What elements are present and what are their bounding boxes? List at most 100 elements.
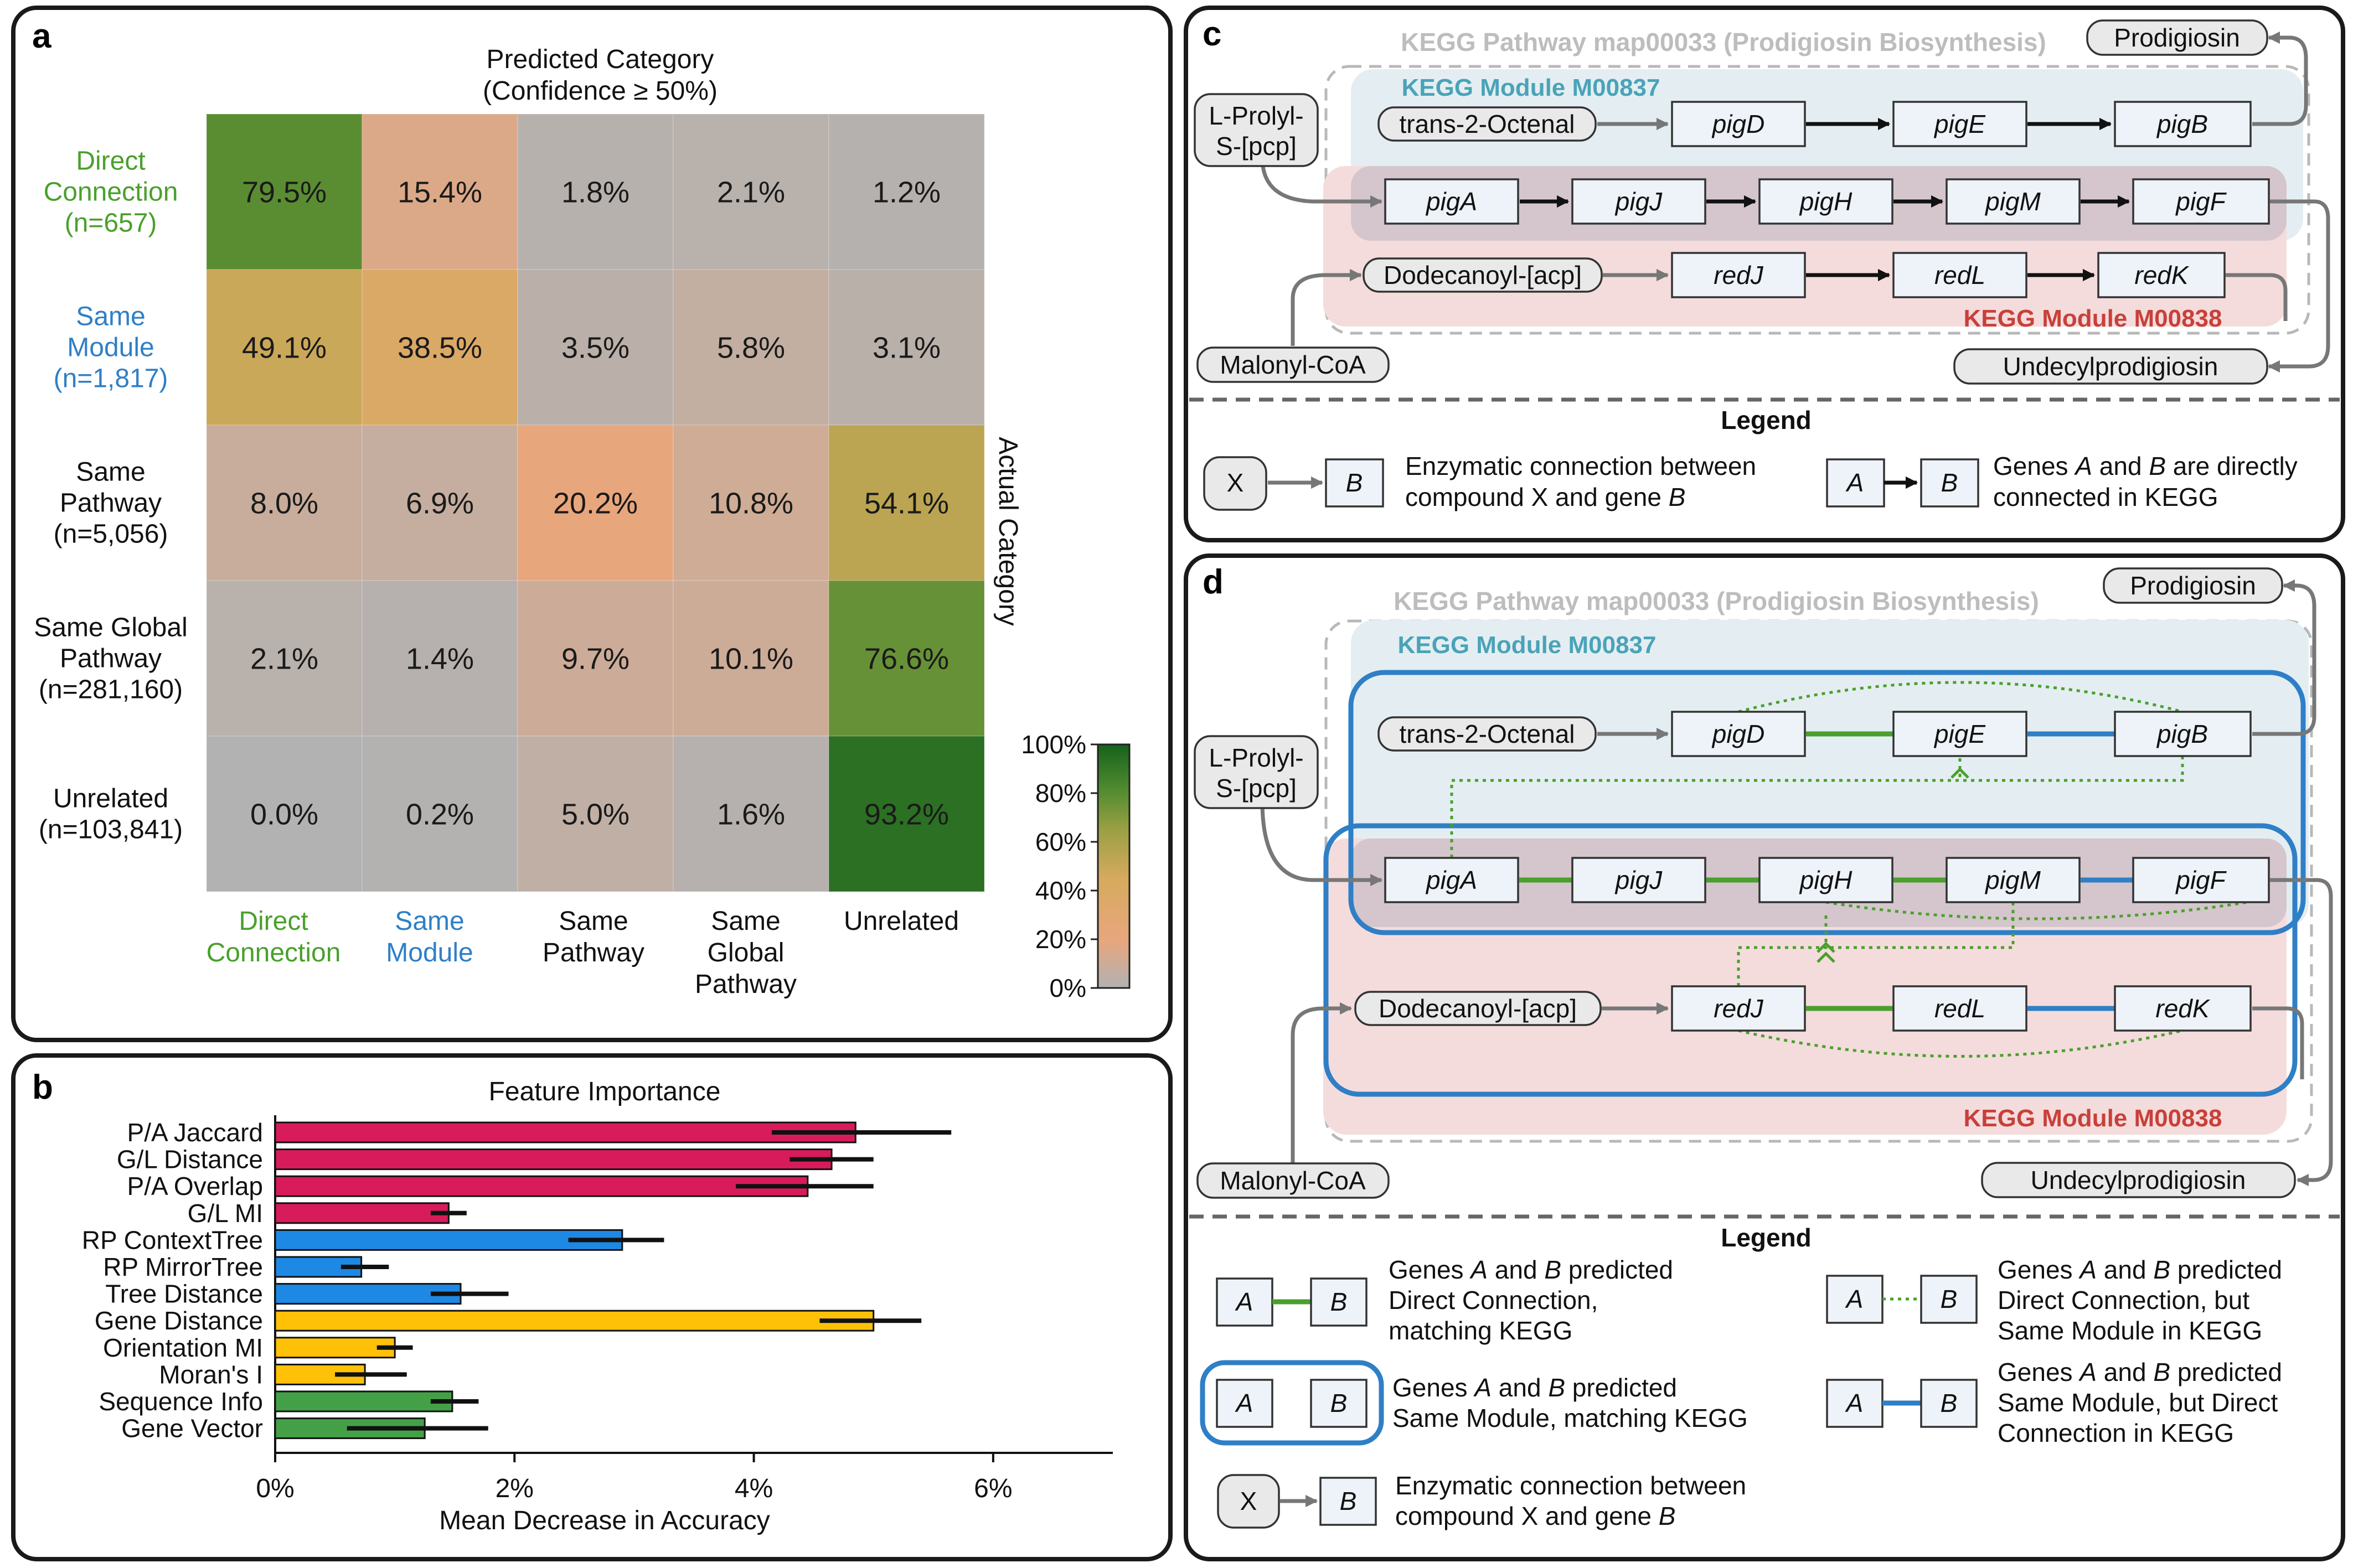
bar [274,1337,396,1359]
d-gene-pigM: pigM [1984,866,2041,894]
heatmap-cell [362,580,518,737]
c-edge-malonyl-dodecanoyl [1291,268,1363,346]
heatmap-cell-label: 10.8% [709,487,793,520]
heatmap-cell-label: 5.8% [717,332,785,365]
d-gene-pigF-box [2132,857,2270,903]
c-gene-pigM: pigM [1984,187,2041,216]
heatmap-cell [362,269,518,426]
c-legend-direct-line2: connected in KEGG [1993,483,2218,511]
heatmap-cell-label: 93.2% [864,798,949,831]
svg-text:Enzymatic connection between: Enzymatic connection between [1395,1471,1746,1500]
heatmap-col-label: Pathway [695,970,797,999]
c-gene-pigB: pigB [2156,110,2208,138]
heatmap-cell-label: 0.0% [250,798,318,831]
c-legend-a: A [1845,468,1864,497]
heatmap-cell-label: 0.2% [406,798,474,831]
svg-text:X: X [1240,1487,1257,1515]
d-compound-prodigiosin-label: Prodigiosin [2130,571,2256,600]
svg-text:Direct Connection, but: Direct Connection, but [1998,1286,2249,1315]
c-legend-b-box [1325,458,1384,508]
c-compound-undecyl [1953,348,2268,385]
heatmap-cell [517,736,674,892]
colorbar-tick-label: 80% [1035,779,1086,808]
heatmap-cell-label: 1.6% [717,798,785,831]
heatmap-row-label: Same Global [34,613,187,643]
heatmap-row-label: Same [76,458,145,487]
heatmap-cell-label: 38.5% [398,332,482,365]
d-gene-pigH-box [1758,857,1893,903]
bar-category-label: RP ContextTree [82,1225,263,1254]
d-compound-octenal [1377,716,1597,752]
heatmap-cell [828,269,985,426]
bar-x-tick-label: 0% [256,1474,294,1503]
d-edge-pigB-prodigiosin [2252,579,2316,736]
c-gene-redK: redK [2134,261,2189,289]
heatmap-cell-label: 1.2% [873,176,941,209]
heatmap-col-label: Module [386,938,473,967]
d-legend-item-direct-same-module: A B Genes A and B predicted Direct Conne… [1826,1255,2282,1345]
d-chevron-3 [1817,951,1835,963]
svg-text:B: B [1941,1285,1958,1313]
heatmap-row-label: (n=1,817) [54,364,168,394]
d-gene-pigA-box [1384,857,1519,903]
heatmap-cell-label: 54.1% [864,487,949,520]
heatmap-cell [828,580,985,737]
d-compound-dodecanoyl-label: Dodecanoyl-[acp] [1379,994,1577,1023]
svg-text:A: A [1235,1389,1253,1417]
bar-x-tick-label: 4% [735,1474,773,1503]
heatmap-col-label: Connection [207,938,341,967]
d-legend-item-direct-match: A B Genes A and B predicted Direct Conne… [1216,1255,1673,1345]
svg-text:A: A [1845,1389,1864,1417]
heatmap-cell-label: 3.5% [561,332,629,365]
bar-chart-title: Feature Importance [489,1077,721,1106]
heatmap-row-label: (n=281,160) [39,675,183,705]
heatmap-col-label: Unrelated [844,907,959,936]
c-compound-malonyl [1196,346,1390,383]
c-compound-prolyl-line1: L-Prolyl- [1209,101,1303,130]
c-gene-pigH-box [1758,178,1893,225]
heatmap-cell-label: 10.1% [709,643,793,676]
d-compound-malonyl [1196,1162,1390,1199]
bar [274,1390,453,1412]
bar-x-tick-label: 2% [496,1474,534,1503]
svg-text:Same Module, matching KEGG: Same Module, matching KEGG [1392,1404,1748,1432]
d-legend-item-same-module-direct: A B Genes A and B predicted Same Module,… [1826,1358,2282,1447]
heatmap-col-label: Same [711,907,780,936]
c-gene-pigA: pigA [1425,187,1477,216]
heatmap-col-label: Direct [239,907,308,936]
c-legend-enz-line1: Enzymatic connection between [1405,452,1756,480]
d-gene-pigB: pigB [2156,720,2208,748]
c-gene-pigH: pigH [1799,187,1853,216]
c-legend-x: X [1227,468,1244,497]
c-gene-pigF-box [2132,178,2270,225]
svg-text:Same Module in KEGG: Same Module in KEGG [1998,1316,2262,1345]
bar [274,1229,623,1251]
d-compound-octenal-label: trans-2-Octenal [1399,720,1575,748]
c-edge-prolyl-pigA [1260,157,1383,208]
c-compound-malonyl-label: Malonyl-CoA [1220,350,1366,379]
c-gene-pigD: pigD [1711,110,1765,138]
panel-d-label: d [1203,563,1224,601]
d-compound-prodigiosin [2103,567,2283,604]
d-edge-malonyl-dodecanoyl [1291,1002,1353,1163]
heatmap-cell [206,113,363,270]
heatmap-row-label: Unrelated [53,784,168,814]
c-gene-pigJ-box [1571,178,1706,225]
bar-category-label: G/L Distance [117,1145,263,1174]
d-gene-pigE-box [1892,711,2027,757]
d-module-m00838-label: KEGG Module M00838 [1963,1105,2222,1132]
d-legend-item-same-module-match: A B Genes A and B predicted Same Module,… [1200,1360,1748,1446]
c-gene-pigD-box [1671,101,1806,147]
d-gene-pigD-box [1671,711,1806,757]
d-gene-pigF: pigF [2175,866,2227,894]
heatmap-col-label: Global [708,938,785,967]
heatmap-row-label: Pathway [60,489,162,518]
heatmap-cell [517,113,674,270]
d-legend-title: Legend [1721,1223,1812,1252]
heatmap-col-label: Pathway [543,938,644,967]
d-compound-undecyl [1981,1162,2296,1198]
d-compound-prolyl-line2: S-[pcp] [1216,774,1297,803]
bar [274,1283,462,1305]
c-module-m00838-label: KEGG Module M00838 [1963,305,2222,332]
heatmap-cell-label: 20.2% [553,487,638,520]
